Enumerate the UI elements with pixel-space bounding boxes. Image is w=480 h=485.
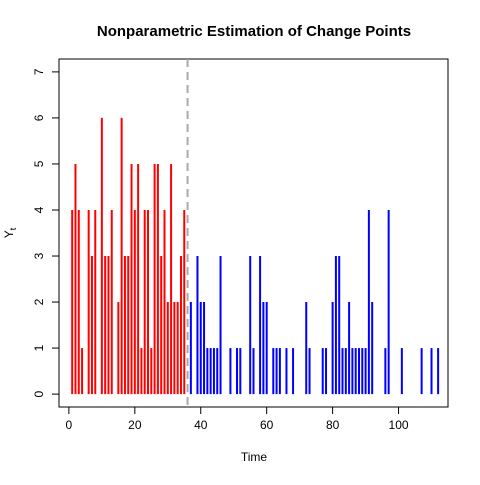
- y-tick-label-3: 3: [32, 252, 46, 259]
- chart-title: Nonparametric Estimation of Change Point…: [97, 23, 411, 40]
- y-tick-label-1: 1: [32, 344, 46, 351]
- x-tick-label-0: 0: [66, 418, 73, 432]
- x-tick-label-100: 100: [389, 418, 409, 432]
- x-tick-label-40: 40: [194, 418, 208, 432]
- y-tick-label-6: 6: [32, 114, 46, 121]
- x-axis: 0 20 40 60 80 100: [66, 406, 409, 432]
- y-tick-label-7: 7: [32, 68, 46, 75]
- y-tick-label-2: 2: [32, 298, 46, 305]
- y-axis: 0 1 2 3 4 5 6 7: [32, 68, 60, 397]
- bars-group: [71, 117, 440, 395]
- x-tick-label-20: 20: [128, 418, 142, 432]
- y-axis-label: Yt: [2, 227, 18, 238]
- y-tick-label-4: 4: [32, 206, 46, 213]
- x-tick-label-60: 60: [260, 418, 274, 432]
- x-axis-label: Time: [241, 450, 268, 464]
- y-tick-label-0: 0: [32, 390, 46, 397]
- y-axis-label-subscript: t: [8, 227, 18, 230]
- y-axis-label-main: Y: [2, 230, 16, 238]
- x-tick-label-80: 80: [326, 418, 340, 432]
- y-tick-label-5: 5: [32, 160, 46, 167]
